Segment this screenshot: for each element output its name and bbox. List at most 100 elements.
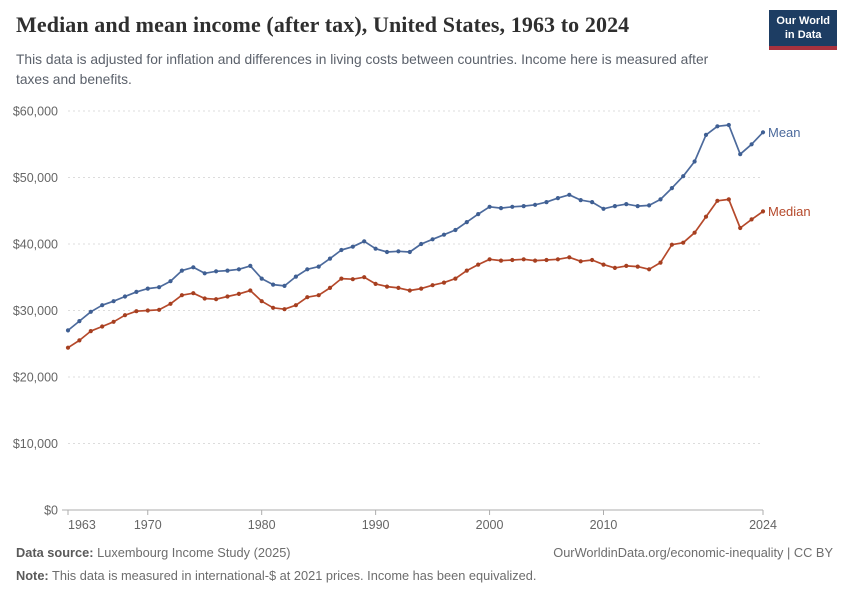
- mean-point-1971: [157, 285, 162, 290]
- owid-logo-line2: in Data: [784, 28, 822, 41]
- mean-point-1988: [350, 244, 355, 249]
- x-tick-label-1990: 1990: [362, 518, 390, 532]
- y-tick-label-40000: $40,000: [13, 237, 58, 251]
- median-point-2011: [612, 265, 618, 270]
- mean-point-1965: [88, 309, 93, 314]
- median-point-2012: [624, 263, 629, 268]
- owid-logo-line1: Our World: [776, 15, 830, 27]
- median-point-1988: [350, 277, 355, 282]
- mean-point-1987: [339, 247, 344, 253]
- mean-point-1970: [145, 286, 150, 291]
- median-point-2004: [533, 258, 538, 263]
- mean-point-1969: [134, 289, 139, 294]
- median-point-1971: [157, 307, 162, 312]
- x-tick-label-2010: 2010: [590, 518, 618, 532]
- median-point-1992: [396, 285, 401, 290]
- median-point-1969: [134, 309, 139, 314]
- mean-point-1982: [282, 283, 287, 288]
- median-point-2006: [555, 257, 561, 262]
- mean-point-2013: [635, 204, 640, 209]
- mean-point-1981: [271, 282, 276, 287]
- mean-point-1997: [453, 227, 458, 233]
- mean-point-2017: [681, 174, 686, 179]
- median-point-2022: [738, 225, 743, 231]
- median-point-2015: [658, 260, 663, 265]
- median-point-1968: [122, 313, 128, 318]
- median-point-2021: [726, 197, 731, 202]
- median-point-1979: [248, 288, 253, 293]
- mean-point-2011: [612, 204, 618, 209]
- y-tick-label-60000: $60,000: [13, 104, 58, 118]
- median-point-2019: [703, 214, 709, 219]
- mean-point-2018: [692, 159, 697, 164]
- mean-point-1968: [122, 294, 128, 299]
- data-source-value: Luxembourg Income Study (2025): [93, 545, 291, 560]
- mean-point-1991: [384, 249, 390, 255]
- mean-point-2008: [578, 198, 583, 203]
- mean-point-2002: [510, 204, 515, 209]
- line-chart: $0 $10,000 $20,000 $30,000 $40,000 $50,000 $60…: [0, 95, 850, 545]
- median-point-1977: [225, 294, 230, 299]
- median-point-1986: [327, 285, 333, 290]
- series-label-mean: Mean: [768, 125, 801, 140]
- mean-point-1964: [77, 319, 82, 324]
- mean-point-1967: [111, 299, 116, 304]
- median-point-2003: [521, 257, 526, 262]
- mean-point-1980: [259, 276, 264, 281]
- mean-point-1972: [168, 279, 173, 284]
- median-point-2005: [544, 257, 549, 263]
- mean-point-1966: [100, 303, 105, 308]
- median-line: [67, 198, 764, 349]
- mean-point-1974: [191, 265, 196, 270]
- note-value: This data is measured in international-$…: [48, 568, 537, 583]
- x-tick-label-2024: 2024: [749, 518, 777, 532]
- mean-line: [67, 124, 764, 332]
- mean-point-2015: [658, 197, 663, 202]
- mean-point-1996: [441, 232, 447, 237]
- mean-point-1999: [476, 212, 481, 217]
- median-point-1975: [202, 296, 207, 301]
- mean-point-1975: [202, 271, 207, 276]
- mean-point-2009: [590, 200, 595, 205]
- median-point-1998: [464, 268, 469, 273]
- mean-point-2022: [738, 152, 743, 157]
- mean-point-2007: [567, 192, 572, 197]
- mean-point-2005: [544, 200, 549, 205]
- median-point-1980: [259, 299, 264, 304]
- median-point-2010: [601, 262, 606, 267]
- median-point-2009: [590, 257, 595, 263]
- median-point-1999: [476, 262, 481, 267]
- median-point-2023: [749, 217, 754, 222]
- median-point-1995: [430, 283, 435, 288]
- median-point-1984: [305, 295, 310, 300]
- data-source-label: Data source:: [16, 545, 94, 560]
- median-point-1996: [441, 280, 447, 285]
- series-label-median: Median: [768, 204, 811, 219]
- median-point-1972: [168, 301, 173, 306]
- median-point-1985: [316, 293, 321, 298]
- median-point-2014: [647, 267, 652, 272]
- median-point-1964: [77, 338, 82, 343]
- mean-point-1985: [316, 264, 321, 269]
- mean-point-2010: [601, 206, 606, 211]
- mean-point-1963: [65, 328, 71, 333]
- mean-point-1978: [236, 267, 241, 272]
- mean-point-1977: [225, 268, 230, 273]
- median-point-1994: [419, 286, 424, 291]
- median-point-1978: [236, 291, 241, 296]
- median-point-1965: [88, 329, 93, 334]
- data-source: Data source: Luxembourg Income Study (20…: [16, 545, 291, 560]
- median-point-1967: [111, 319, 116, 324]
- owid-url-link[interactable]: OurWorldinData.org/economic-inequality |…: [553, 545, 833, 560]
- mean-point-2020: [715, 124, 720, 129]
- mean-point-1990: [373, 246, 378, 251]
- mean-point-2003: [521, 204, 526, 209]
- mean-point-1973: [179, 268, 184, 273]
- mean-point-1986: [327, 256, 333, 261]
- mean-point-1979: [248, 263, 253, 268]
- median-point-1993: [407, 288, 412, 293]
- median-point-1981: [271, 305, 276, 310]
- median-point-2013: [635, 264, 640, 269]
- mean-point-2023: [749, 142, 754, 147]
